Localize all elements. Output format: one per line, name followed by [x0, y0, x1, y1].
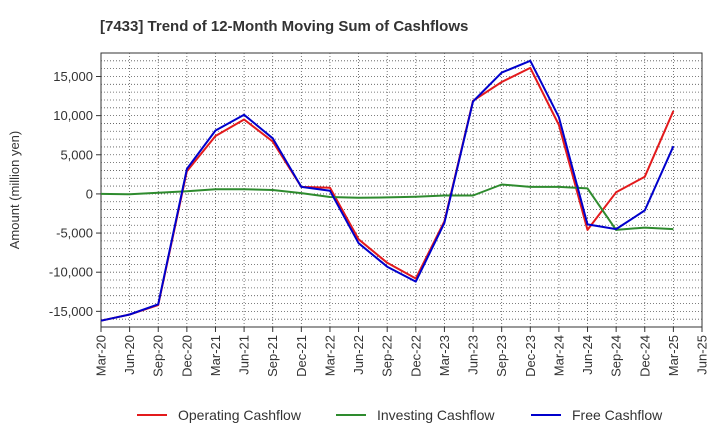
x-tick-label: Jun-21: [237, 335, 252, 375]
grid-layer: [101, 53, 702, 327]
x-tick-label: Mar-22: [322, 335, 337, 376]
y-tick-label: -15,000: [49, 304, 93, 319]
x-tick-label: Dec-21: [294, 335, 309, 377]
x-tick-label: Mar-23: [437, 335, 452, 376]
y-tick-label: 15,000: [53, 69, 93, 84]
x-tick-label: Dec-24: [637, 335, 652, 377]
x-tick-label: Jun-20: [122, 335, 137, 375]
series-layer: [100, 59, 675, 322]
y-tick-label: 10,000: [53, 108, 93, 123]
x-tick-label: Mar-24: [551, 335, 566, 376]
x-tick-label: Sep-21: [265, 335, 280, 377]
x-tick-label: Dec-23: [523, 335, 538, 377]
x-tick-label: Dec-20: [179, 335, 194, 377]
x-tick-label: Mar-20: [94, 335, 109, 376]
legend-label-operating-cashflow: Operating Cashflow: [178, 407, 302, 423]
y-tick-label: 0: [86, 186, 93, 201]
legend-label-free-cashflow: Free Cashflow: [572, 407, 663, 423]
free-cashflow-line: [100, 59, 675, 322]
x-tick-label: Jun-22: [351, 335, 366, 375]
x-tick-label: Sep-24: [609, 335, 624, 377]
y-tick-label: -5,000: [56, 226, 93, 241]
x-tick-label: Sep-23: [494, 335, 509, 377]
operating-cashflow-line: [100, 66, 675, 322]
y-tick-labels: -15,000 -10,000 -5,000 0 5,000 10,000 15,000: [49, 69, 101, 319]
x-tick-labels: Mar-20 Jun-20 Sep-20 Dec-20 Mar-21 Jun-21 Sep-…: [94, 327, 710, 377]
legend-label-investing-cashflow: Investing Cashflow: [377, 407, 495, 423]
x-tick-label: Mar-21: [208, 335, 223, 376]
x-tick-label: Jun-24: [580, 335, 595, 375]
x-tick-label: Mar-25: [666, 335, 681, 376]
x-tick-label: Dec-22: [408, 335, 423, 377]
y-axis-label: Amount (million yen): [7, 131, 22, 250]
x-tick-label: Sep-20: [151, 335, 166, 377]
x-tick-label: Jun-25: [695, 335, 710, 375]
y-tick-label: 5,000: [60, 147, 93, 162]
x-tick-label: Jun-23: [466, 335, 481, 375]
legend: Operating Cashflow Investing Cashflow Free…: [137, 407, 663, 423]
y-tick-label: -10,000: [49, 265, 93, 280]
x-tick-label: Sep-22: [380, 335, 395, 377]
chart-title: [7433] Trend of 12-Month Moving Sum of C…: [100, 18, 468, 35]
